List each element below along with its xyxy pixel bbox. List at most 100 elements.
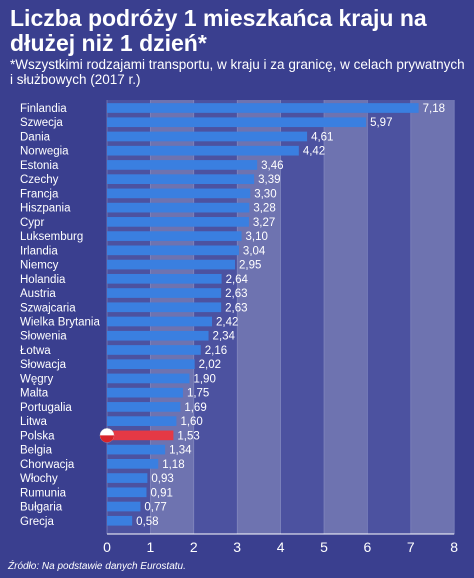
x-tick-label: 4: [277, 539, 285, 555]
value-label: 7,18: [423, 103, 445, 115]
polish-flag-icon: [100, 435, 114, 443]
bar: [107, 174, 255, 185]
bar: [107, 273, 222, 284]
value-label: 1,69: [184, 402, 206, 414]
bar: [107, 330, 209, 341]
bar: [107, 259, 236, 270]
value-label: 1,90: [193, 373, 215, 385]
grid-band: [367, 100, 411, 534]
bar: [107, 501, 141, 512]
category-label: Słowacja: [20, 359, 67, 371]
bar: [107, 117, 367, 128]
category-label: Cypr: [20, 217, 44, 229]
bar: [107, 345, 201, 355]
category-label: Dania: [20, 131, 51, 143]
value-label: 5,97: [370, 117, 392, 129]
value-label: 1,60: [180, 416, 202, 428]
category-label: Holandia: [20, 274, 66, 286]
bar: [107, 387, 183, 398]
category-label: Węgry: [20, 373, 53, 385]
bar: [107, 231, 242, 241]
category-label: Bułgaria: [20, 502, 63, 514]
chart-subtitle: *Wszystkimi rodzajami transportu, w kraj…: [10, 57, 465, 87]
category-label: Włochy: [20, 473, 58, 485]
grid-band: [280, 100, 324, 534]
bar: [107, 430, 174, 441]
category-label: Szwajcaria: [20, 302, 76, 314]
value-label: 2,34: [213, 331, 236, 343]
value-label: 2,63: [225, 288, 247, 300]
bar: [107, 487, 147, 498]
bar: [107, 188, 251, 199]
bar: [107, 245, 239, 256]
value-label: 2,42: [216, 317, 238, 329]
x-tick-label: 6: [364, 539, 372, 555]
bar: [107, 359, 195, 370]
value-label: 0,93: [151, 473, 173, 485]
category-label: Austria: [20, 288, 56, 300]
category-label: Norwegia: [20, 146, 69, 158]
value-label: 0,91: [150, 487, 172, 499]
bar: [107, 131, 308, 142]
bar: [107, 373, 190, 384]
value-label: 0,77: [144, 502, 166, 514]
value-label: 2,95: [239, 260, 261, 272]
bar: [107, 416, 177, 426]
value-label: 4,61: [311, 131, 333, 143]
value-label: 2,63: [225, 302, 247, 314]
category-label: Wielka Brytania: [20, 317, 100, 329]
value-label: 3,04: [243, 245, 266, 257]
value-label: 2,64: [226, 274, 249, 286]
category-label: Łotwa: [20, 345, 51, 357]
value-label: 3,10: [246, 231, 268, 243]
x-tick-label: 1: [147, 539, 155, 555]
value-label: 3,28: [253, 203, 275, 215]
value-label: 1,18: [162, 459, 184, 471]
category-label: Luksemburg: [20, 231, 83, 243]
value-label: 2,16: [205, 345, 227, 357]
category-label: Estonia: [20, 160, 59, 172]
bar: [107, 202, 250, 213]
category-label: Rumunia: [20, 487, 67, 499]
value-label: 2,02: [199, 359, 221, 371]
value-label: 1,75: [187, 388, 209, 400]
x-tick-label: 2: [190, 539, 198, 555]
category-label: Czechy: [20, 174, 59, 186]
category-label: Portugalia: [20, 402, 72, 414]
bar: [107, 316, 213, 327]
category-label: Chorwacja: [20, 459, 75, 471]
value-label: 4,42: [303, 146, 325, 158]
category-label: Niemcy: [20, 260, 59, 272]
x-tick-label: 7: [407, 539, 415, 555]
category-label: Litwa: [20, 416, 47, 428]
bar: [107, 402, 181, 412]
value-label: 3,39: [258, 174, 280, 186]
grid-band: [237, 100, 281, 534]
bar: [107, 288, 222, 298]
category-label: Belgia: [20, 445, 53, 457]
bar: [107, 515, 133, 526]
value-label: 1,53: [177, 430, 199, 442]
bar: [107, 160, 258, 170]
bar: [107, 444, 166, 455]
x-tick-label: 5: [320, 539, 328, 555]
value-label: 3,30: [254, 188, 276, 200]
value-label: 1,34: [169, 445, 192, 457]
category-label: Finlandia: [20, 103, 67, 115]
category-label: Grecja: [20, 516, 54, 528]
bar: [107, 458, 159, 469]
x-tick-label: 8: [450, 539, 458, 555]
value-label: 0,58: [136, 516, 158, 528]
bar: [107, 302, 222, 313]
bar: [107, 103, 419, 113]
category-label: Szwecja: [20, 117, 63, 129]
category-label: Francja: [20, 188, 59, 200]
value-label: 3,27: [253, 217, 275, 229]
category-label: Hiszpania: [20, 203, 71, 215]
chart-title: Liczba podróży 1 mieszkańca kraju na dłu…: [10, 5, 427, 56]
x-tick-label: 3: [233, 539, 241, 555]
source-note: Źródło: Na podstawie danych Eurostatu.: [8, 561, 186, 572]
bar: [107, 473, 148, 483]
